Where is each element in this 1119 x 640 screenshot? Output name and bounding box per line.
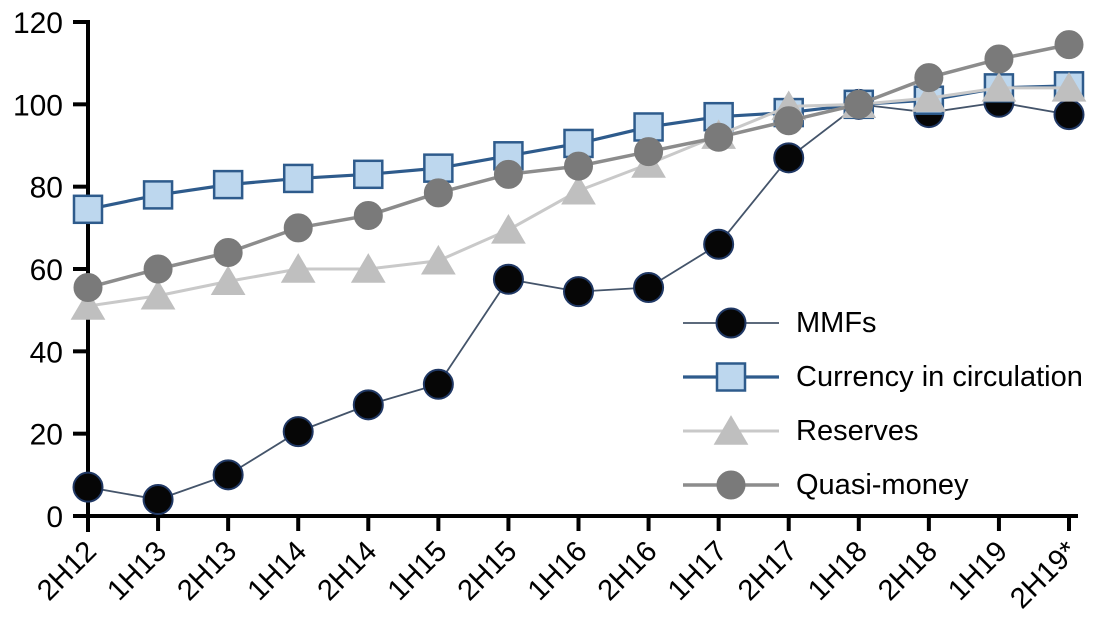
reserves-marker-icon: [683, 415, 779, 445]
svg-text:2H18: 2H18: [872, 535, 944, 607]
svg-text:1H13: 1H13: [101, 535, 173, 607]
svg-text:1H16: 1H16: [522, 535, 594, 607]
legend-label: Quasi-money: [796, 469, 969, 501]
svg-text:2H16: 2H16: [592, 535, 664, 607]
svg-text:1H15: 1H15: [382, 535, 454, 607]
legend-item-mmfs: MMFs: [683, 303, 1083, 343]
svg-text:2H14: 2H14: [312, 535, 384, 607]
svg-text:2H15: 2H15: [452, 535, 524, 607]
svg-text:80: 80: [30, 172, 63, 205]
currency-marker-icon: [683, 362, 779, 392]
svg-text:60: 60: [30, 254, 63, 287]
legend-label: Currency in circulation: [796, 361, 1083, 393]
svg-text:2H12: 2H12: [31, 535, 103, 607]
svg-text:2H13: 2H13: [171, 535, 243, 607]
svg-text:20: 20: [30, 419, 63, 452]
svg-text:1H17: 1H17: [662, 535, 734, 607]
quasi-money-marker-icon: [683, 470, 779, 500]
legend-label: MMFs: [796, 307, 877, 339]
svg-text:1H14: 1H14: [242, 535, 314, 607]
chart-legend: MMFs Currency in circulation Reserves Qu…: [683, 303, 1083, 519]
legend-label: Reserves: [796, 415, 919, 447]
legend-item-currency: Currency in circulation: [683, 357, 1083, 397]
mmfs-marker-icon: [683, 307, 779, 339]
svg-text:120: 120: [13, 7, 63, 40]
svg-text:0: 0: [46, 501, 63, 534]
svg-text:2H19*: 2H19*: [1004, 535, 1084, 615]
svg-text:1H19: 1H19: [942, 535, 1014, 607]
svg-text:1H18: 1H18: [802, 535, 874, 607]
svg-text:2H17: 2H17: [732, 535, 804, 607]
legend-item-quasi-money: Quasi-money: [683, 465, 1083, 505]
svg-text:100: 100: [13, 89, 63, 122]
svg-text:40: 40: [30, 336, 63, 369]
legend-item-reserves: Reserves: [683, 411, 1083, 451]
